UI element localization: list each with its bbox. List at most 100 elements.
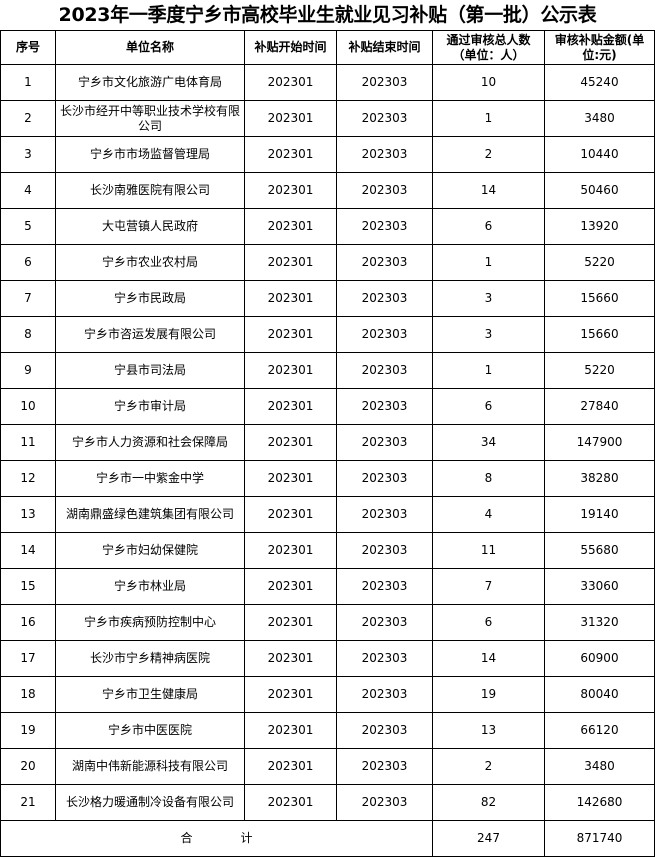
table-row: 18 宁乡市卫生健康局 202301 202303 19 80040: [0, 676, 655, 713]
cell-people-count: 2: [432, 136, 545, 173]
cell-start-time: 202301: [244, 208, 337, 245]
table-row: 19 宁乡市中医医院 202301 202303 13 66120: [0, 712, 655, 749]
subsidy-table: 序号 单位名称 补贴开始时间 补贴结束时间 通过审核总人数（单位：人） 审核补贴金额(单位…: [0, 30, 655, 857]
cell-seq: 5: [0, 208, 56, 245]
cell-people-count: 8: [432, 460, 545, 497]
cell-end-time: 202303: [336, 604, 433, 641]
cell-unit-name: 宁乡市中医医院: [55, 712, 245, 749]
cell-seq: 12: [0, 460, 56, 497]
table-row: 3 宁乡市市场监督管理局 202301 202303 2 10440: [0, 136, 655, 173]
cell-start-time: 202301: [244, 172, 337, 209]
cell-amount: 5220: [544, 244, 655, 281]
cell-seq: 21: [0, 784, 56, 821]
cell-people-count: 11: [432, 532, 545, 569]
header-seq: 序号: [0, 30, 56, 65]
cell-end-time: 202303: [336, 352, 433, 389]
cell-amount: 31320: [544, 604, 655, 641]
header-unit-name: 单位名称: [55, 30, 245, 65]
cell-amount: 38280: [544, 460, 655, 497]
cell-unit-name: 长沙市经开中等职业技术学校有限公司: [55, 100, 245, 137]
cell-start-time: 202301: [244, 316, 337, 353]
cell-people-count: 14: [432, 640, 545, 677]
cell-people-count: 6: [432, 604, 545, 641]
cell-amount: 55680: [544, 532, 655, 569]
cell-unit-name: 长沙市宁乡精神病医院: [55, 640, 245, 677]
cell-people-count: 4: [432, 496, 545, 533]
table-row: 5 大屯营镇人民政府 202301 202303 6 13920: [0, 208, 655, 245]
cell-start-time: 202301: [244, 352, 337, 389]
cell-people-count: 34: [432, 424, 545, 461]
cell-amount: 15660: [544, 280, 655, 317]
cell-amount: 80040: [544, 676, 655, 713]
cell-unit-name: 宁乡市文化旅游广电体育局: [55, 64, 245, 101]
cell-start-time: 202301: [244, 784, 337, 821]
cell-seq: 10: [0, 388, 56, 425]
cell-unit-name: 湖南鼎盛绿色建筑集团有限公司: [55, 496, 245, 533]
cell-seq: 20: [0, 748, 56, 785]
cell-start-time: 202301: [244, 676, 337, 713]
cell-amount: 3480: [544, 748, 655, 785]
cell-start-time: 202301: [244, 280, 337, 317]
page-title: 2023年一季度宁乡市高校毕业生就业见习补贴（第一批）公示表: [58, 4, 597, 26]
header-end-time: 补贴结束时间: [336, 30, 433, 65]
cell-unit-name: 宁乡市林业局: [55, 568, 245, 605]
cell-start-time: 202301: [244, 496, 337, 533]
cell-unit-name: 宁乡市妇幼保健院: [55, 532, 245, 569]
cell-unit-name: 宁乡市农业农村局: [55, 244, 245, 281]
total-label: 合 计: [0, 820, 433, 857]
cell-amount: 50460: [544, 172, 655, 209]
table-row: 13 湖南鼎盛绿色建筑集团有限公司 202301 202303 4 19140: [0, 496, 655, 533]
table-row: 11 宁乡市人力资源和社会保障局 202301 202303 34 147900: [0, 424, 655, 461]
cell-seq: 4: [0, 172, 56, 209]
cell-people-count: 14: [432, 172, 545, 209]
cell-seq: 7: [0, 280, 56, 317]
cell-unit-name: 宁乡市卫生健康局: [55, 676, 245, 713]
cell-start-time: 202301: [244, 244, 337, 281]
cell-end-time: 202303: [336, 136, 433, 173]
cell-end-time: 202303: [336, 244, 433, 281]
cell-start-time: 202301: [244, 424, 337, 461]
table-row: 15 宁乡市林业局 202301 202303 7 33060: [0, 568, 655, 605]
cell-seq: 13: [0, 496, 56, 533]
total-amount: 871740: [544, 820, 655, 857]
cell-people-count: 3: [432, 316, 545, 353]
cell-unit-name: 宁乡市市场监督管理局: [55, 136, 245, 173]
header-people-count: 通过审核总人数（单位：人）: [432, 30, 545, 65]
cell-seq: 2: [0, 100, 56, 137]
cell-start-time: 202301: [244, 712, 337, 749]
table-row: 21 长沙格力暖通制冷设备有限公司 202301 202303 82 142680: [0, 784, 655, 821]
cell-people-count: 1: [432, 244, 545, 281]
cell-start-time: 202301: [244, 100, 337, 137]
cell-amount: 147900: [544, 424, 655, 461]
cell-end-time: 202303: [336, 280, 433, 317]
table-row: 17 长沙市宁乡精神病医院 202301 202303 14 60900: [0, 640, 655, 677]
cell-amount: 19140: [544, 496, 655, 533]
total-people: 247: [432, 820, 545, 857]
cell-end-time: 202303: [336, 208, 433, 245]
table-row: 8 宁乡市咨运发展有限公司 202301 202303 3 15660: [0, 316, 655, 353]
cell-people-count: 1: [432, 352, 545, 389]
table-row: 4 长沙南雅医院有限公司 202301 202303 14 50460: [0, 172, 655, 209]
table-row: 9 宁县市司法局 202301 202303 1 5220: [0, 352, 655, 389]
cell-amount: 5220: [544, 352, 655, 389]
cell-end-time: 202303: [336, 640, 433, 677]
cell-end-time: 202303: [336, 460, 433, 497]
cell-unit-name: 宁县市司法局: [55, 352, 245, 389]
cell-people-count: 82: [432, 784, 545, 821]
total-row: 合 计 247 871740: [0, 820, 655, 857]
cell-seq: 11: [0, 424, 56, 461]
cell-seq: 16: [0, 604, 56, 641]
cell-unit-name: 大屯营镇人民政府: [55, 208, 245, 245]
cell-people-count: 7: [432, 568, 545, 605]
cell-unit-name: 湖南中伟新能源科技有限公司: [55, 748, 245, 785]
cell-start-time: 202301: [244, 532, 337, 569]
cell-end-time: 202303: [336, 64, 433, 101]
cell-unit-name: 宁乡市咨运发展有限公司: [55, 316, 245, 353]
cell-unit-name: 宁乡市审计局: [55, 388, 245, 425]
cell-amount: 13920: [544, 208, 655, 245]
table-row: 7 宁乡市民政局 202301 202303 3 15660: [0, 280, 655, 317]
cell-amount: 142680: [544, 784, 655, 821]
cell-seq: 8: [0, 316, 56, 353]
cell-start-time: 202301: [244, 640, 337, 677]
table-row: 10 宁乡市审计局 202301 202303 6 27840: [0, 388, 655, 425]
